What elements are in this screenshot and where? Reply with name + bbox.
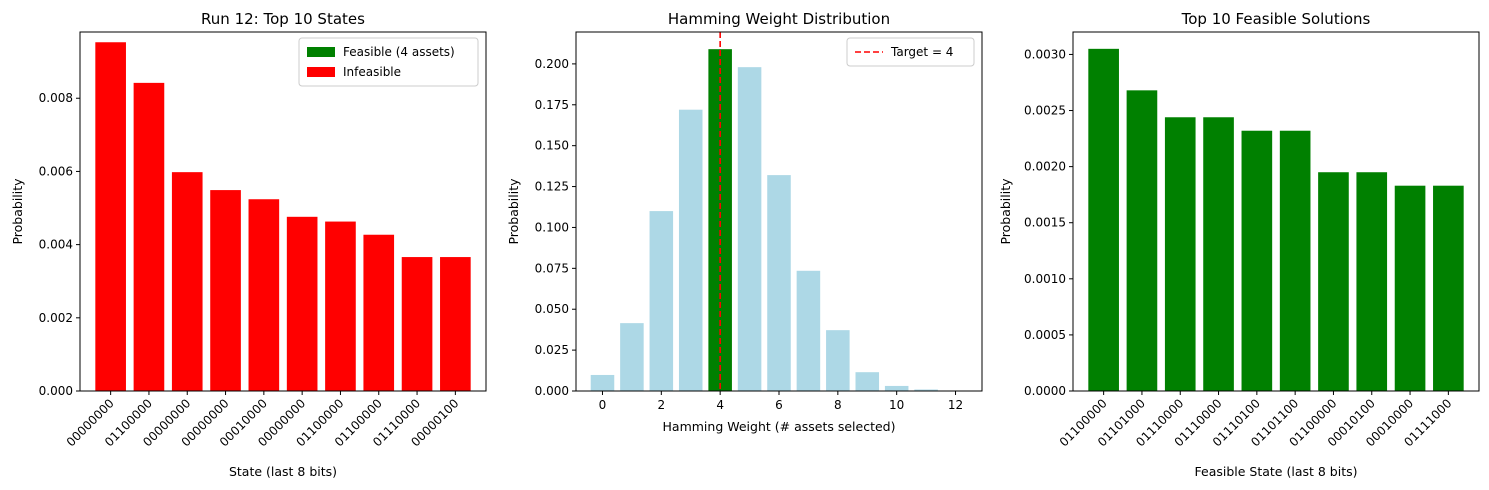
y-ticks: 0.000 0.002 0.004 0.006 0.008 (39, 91, 80, 398)
y-tick-label: 0.050 (535, 302, 569, 316)
legend-swatch (307, 67, 335, 77)
bar (590, 374, 615, 391)
y-axis-label: Probability (998, 178, 1013, 245)
y-tick-label: 0.025 (535, 343, 569, 357)
y-tick-label: 0.000 (535, 384, 569, 398)
bar (171, 172, 203, 391)
y-tick-label: 0.0015 (1024, 216, 1066, 230)
bar (440, 257, 471, 391)
bar (649, 211, 674, 391)
bar (1164, 117, 1196, 391)
bar (678, 109, 703, 391)
bar (325, 221, 356, 391)
x-tick-label: 8 (834, 398, 842, 412)
bar (1356, 172, 1388, 391)
legend: Feasible (4 assets) Infeasible (298, 37, 479, 87)
legend-swatch (307, 47, 335, 57)
bar (1088, 48, 1119, 391)
bar (95, 42, 126, 391)
x-axis-label: Hamming Weight (# assets selected) (663, 419, 896, 434)
bar (248, 199, 280, 391)
y-ticks: 0.000 0.025 0.050 0.075 0.100 0.125 0.150 0.175… (535, 57, 576, 398)
y-tick-label: 0.0025 (1024, 104, 1066, 118)
bar (1241, 130, 1273, 392)
bar (737, 67, 762, 391)
bar (1203, 117, 1234, 391)
bar (1126, 90, 1158, 391)
bar (884, 385, 909, 391)
bar (796, 270, 821, 391)
legend-label: Target = 4 (890, 45, 953, 59)
y-tick-label: 0.000 (39, 384, 73, 398)
chart-title: Run 12: Top 10 States (201, 10, 365, 28)
chart-title: Hamming Weight Distribution (668, 10, 890, 28)
y-tick-label: 0.0000 (1024, 384, 1066, 398)
bar (1318, 172, 1349, 391)
x-axis-label: State (last 8 bits) (229, 464, 337, 479)
y-tick-label: 0.175 (535, 98, 569, 112)
legend-label: Infeasible (343, 65, 401, 79)
x-tick-label: 4 (716, 398, 724, 412)
chart-title: Top 10 Feasible Solutions (1181, 10, 1371, 28)
bar (855, 372, 880, 391)
y-tick-label: 0.0010 (1024, 272, 1066, 286)
bar (767, 175, 791, 391)
legend: Target = 4 (846, 37, 975, 67)
x-ticks: 0000000001100000000000000000000000010000… (64, 391, 461, 449)
bar (1279, 130, 1311, 392)
y-tick-label: 0.100 (535, 220, 569, 234)
bar (210, 190, 241, 391)
chart-1: 0.000 0.002 0.004 0.006 0.008 000000000110000… (10, 10, 487, 479)
bars (95, 42, 471, 392)
y-tick-label: 0.006 (39, 164, 73, 178)
y-tick-label: 0.0030 (1024, 47, 1066, 61)
y-tick-label: 0.0005 (1024, 328, 1066, 342)
bar (914, 389, 938, 391)
y-ticks: 0.0000 0.0005 0.0010 0.0015 0.0020 0.0025 0.00… (1024, 47, 1073, 398)
x-tick-label: 6 (775, 398, 783, 412)
chart-2: 0.000 0.025 0.050 0.075 0.100 0.125 0.150 0.175… (506, 10, 983, 434)
bar (620, 323, 644, 391)
bar (363, 234, 395, 391)
y-axis-label: Probability (10, 178, 25, 245)
chart-3: 0.0000 0.0005 0.0010 0.0015 0.0020 0.0025 0.00… (998, 10, 1480, 479)
bar (1394, 185, 1426, 391)
y-tick-label: 0.004 (39, 238, 73, 252)
x-axis-label: Feasible State (last 8 bits) (1195, 464, 1358, 479)
bar (133, 82, 165, 392)
bar (286, 216, 318, 391)
bar (1433, 185, 1464, 391)
bar (826, 330, 850, 391)
bar (708, 49, 732, 392)
bar (401, 257, 433, 391)
plot-frame (79, 31, 487, 392)
y-tick-label: 0.150 (535, 139, 569, 153)
legend-label: Feasible (4 assets) (343, 45, 455, 59)
y-tick-label: 0.0020 (1024, 160, 1066, 174)
plot-frame (1072, 31, 1480, 392)
bars (590, 49, 968, 392)
x-tick-label: 12 (948, 398, 963, 412)
y-axis-label: Probability (506, 178, 521, 245)
legend-box (298, 37, 479, 87)
x-tick-label: 0 (599, 398, 607, 412)
x-tick-label: 2 (657, 398, 665, 412)
x-tick-label: 10 (889, 398, 904, 412)
y-tick-label: 0.200 (535, 57, 569, 71)
y-tick-label: 0.075 (535, 261, 569, 275)
x-ticks: 0 2 4 6 8 10 12 (599, 391, 963, 412)
legend-box (846, 37, 975, 67)
y-tick-label: 0.008 (39, 91, 73, 105)
y-tick-label: 0.002 (39, 311, 73, 325)
y-tick-label: 0.125 (535, 180, 569, 194)
bars (1088, 48, 1464, 392)
x-ticks: 0110000001101000011100000111000001110100… (1057, 391, 1454, 449)
